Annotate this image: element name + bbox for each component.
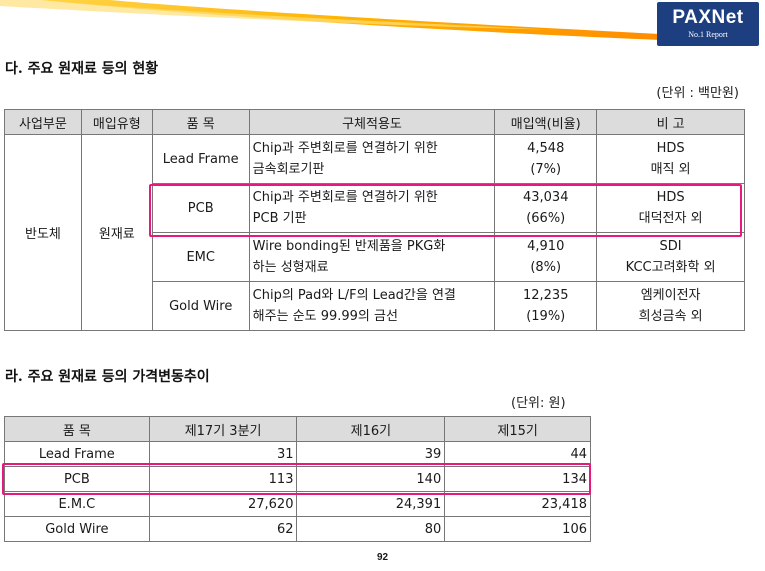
use-line-2: 해주는 순도 99.99의 금선 bbox=[252, 309, 398, 324]
header-specific-use: 구체적용도 bbox=[248, 109, 496, 135]
section-title-materials: 다. 주요 원재료 등의 현황 bbox=[5, 61, 159, 77]
price-cell: 140 bbox=[296, 466, 446, 492]
price-cell: 24,391 bbox=[296, 491, 446, 517]
use-line-2: PCB 기판 bbox=[252, 211, 307, 226]
amount-ratio: (66%) bbox=[526, 211, 566, 226]
item-cell: Lead Frame bbox=[4, 441, 150, 467]
price-cell: 39 bbox=[296, 441, 446, 467]
header-remarks: 비 고 bbox=[596, 109, 745, 135]
header-purchase-type: 매입유형 bbox=[80, 109, 153, 135]
use-cell: Chip과 주변회로를 연결하기 위한 PCB 기판 bbox=[248, 183, 496, 233]
section-title-price-trend: 라. 주요 원재료 등의 가격변동추이 bbox=[5, 369, 210, 385]
price-cell: 106 bbox=[444, 516, 591, 542]
header-period-15: 제15기 bbox=[444, 416, 591, 442]
header-item: 품 목 bbox=[4, 416, 150, 442]
table-row: Lead Frame 31 39 44 bbox=[4, 441, 591, 467]
price-cell: 80 bbox=[296, 516, 446, 542]
remarks-line-1: SDI bbox=[659, 239, 682, 254]
amount-value: 4,548 bbox=[527, 141, 565, 156]
unit-label-materials: (단위 : 백만원) bbox=[656, 86, 739, 101]
remarks-line-1: HDS bbox=[656, 141, 685, 156]
use-line-2: 하는 성형재료 bbox=[252, 260, 329, 275]
paxnet-logo: PAXNet No.1 Report bbox=[657, 2, 759, 46]
table-row: Gold Wire 62 80 106 bbox=[4, 516, 591, 542]
purchase-type-cell: 원재료 bbox=[80, 134, 153, 331]
item-cell: PCB bbox=[151, 183, 250, 233]
price-cell: 113 bbox=[148, 466, 298, 492]
use-line-1: Chip과 주변회로를 연결하기 위한 bbox=[252, 190, 438, 205]
remarks-line-2: KCC고려화학 외 bbox=[625, 260, 716, 275]
use-line-2: 금속회로기판 bbox=[252, 162, 325, 177]
header-division: 사업부문 bbox=[4, 109, 82, 135]
remarks-line-1: HDS bbox=[656, 190, 685, 205]
amount-ratio: (7%) bbox=[530, 162, 562, 177]
price-cell: 23,418 bbox=[444, 491, 591, 517]
header-purchase-amount: 매입액(비율) bbox=[494, 109, 598, 135]
use-line-1: Wire bonding된 반제품을 PKG화 bbox=[252, 239, 446, 254]
remarks-cell: HDS 대덕전자 외 bbox=[596, 183, 745, 233]
remarks-cell: SDI KCC고려화학 외 bbox=[596, 232, 745, 282]
price-cell: 44 bbox=[444, 441, 591, 467]
remarks-line-2: 희성금속 외 bbox=[638, 309, 703, 324]
pcb-price-highlight-box bbox=[2, 463, 591, 495]
amount-value: 43,034 bbox=[522, 190, 569, 205]
header-item: 품 목 bbox=[151, 109, 250, 135]
amount-cell: 4,548 (7%) bbox=[494, 134, 598, 184]
logo-subtext: No.1 Report bbox=[688, 30, 728, 39]
logo-text: PAXNet bbox=[672, 7, 744, 28]
item-cell: Gold Wire bbox=[4, 516, 150, 542]
unit-label-price-trend: (단위: 원) bbox=[511, 396, 566, 411]
use-line-1: Chip과 주변회로를 연결하기 위한 bbox=[252, 141, 438, 156]
remarks-line-2: 매직 외 bbox=[650, 162, 691, 177]
amount-value: 12,235 bbox=[522, 288, 569, 303]
amount-cell: 12,235 (19%) bbox=[494, 281, 598, 331]
table-row: E.M.C 27,620 24,391 23,418 bbox=[4, 491, 591, 517]
header-period-16: 제16기 bbox=[296, 416, 446, 442]
pcb-highlight-box bbox=[149, 184, 742, 237]
amount-cell: 4,910 (8%) bbox=[494, 232, 598, 282]
item-cell: PCB bbox=[4, 466, 150, 492]
remarks-line-1: 엠케이전자 bbox=[640, 288, 701, 303]
price-cell: 27,620 bbox=[148, 491, 298, 517]
use-line-1: Chip의 Pad와 L/F의 Lead간을 연결 bbox=[252, 288, 456, 303]
amount-ratio: (19%) bbox=[526, 309, 566, 324]
materials-table: 사업부문 매입유형 품 목 구체적용도 매입액(비율) 비 고 반도체 원재료 … bbox=[4, 109, 745, 331]
division-cell: 반도체 bbox=[4, 134, 82, 331]
table-row: PCB Chip과 주변회로를 연결하기 위한 PCB 기판 43,034 (66%… bbox=[5, 183, 745, 233]
amount-ratio: (8%) bbox=[530, 260, 562, 275]
page-number: 92 bbox=[376, 552, 389, 563]
item-cell: EMC bbox=[151, 232, 250, 282]
item-cell: Lead Frame bbox=[151, 134, 250, 184]
remarks-cell: HDS 매직 외 bbox=[596, 134, 745, 184]
table-header-row: 품 목 제17기 3분기 제16기 제15기 bbox=[4, 416, 591, 442]
price-trend-table: 품 목 제17기 3분기 제16기 제15기 Lead Frame 31 39 … bbox=[4, 416, 591, 542]
item-cell: E.M.C bbox=[4, 491, 150, 517]
table-row: PCB 113 140 134 bbox=[4, 466, 591, 492]
price-cell: 62 bbox=[148, 516, 298, 542]
item-cell: Gold Wire bbox=[151, 281, 250, 331]
table-header-row: 사업부문 매입유형 품 목 구체적용도 매입액(비율) 비 고 bbox=[4, 109, 745, 135]
remarks-line-2: 대덕전자 외 bbox=[638, 211, 703, 226]
amount-value: 4,910 bbox=[527, 239, 565, 254]
header-period-17q3: 제17기 3분기 bbox=[148, 416, 298, 442]
header-swoosh bbox=[0, 0, 660, 40]
